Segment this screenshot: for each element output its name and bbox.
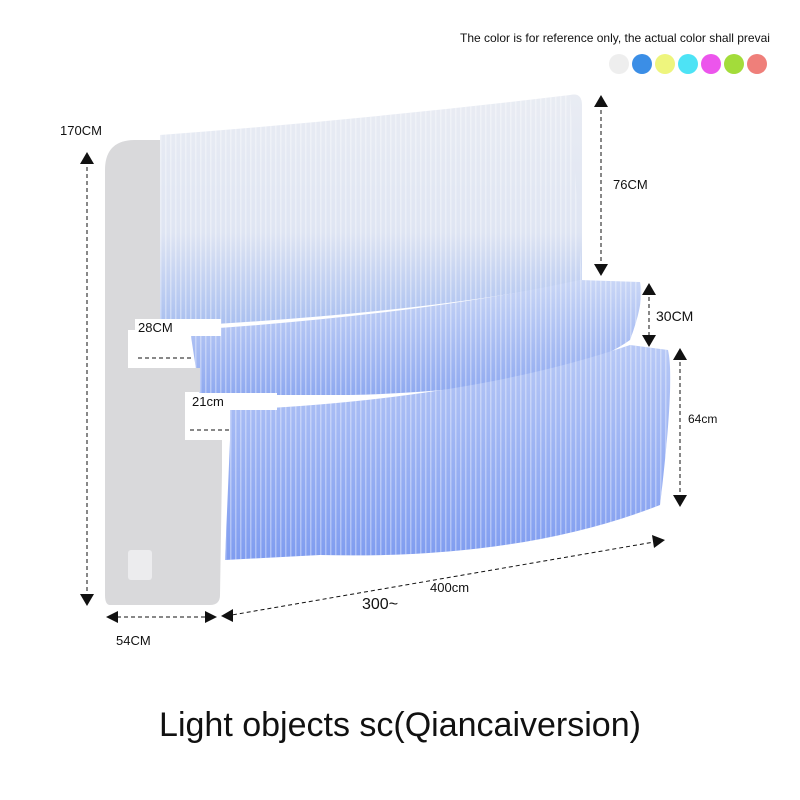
color-swatch[interactable] xyxy=(609,54,629,74)
length-range-label: 300~ xyxy=(362,596,399,613)
caption: Light objects sc(Qiancaiversion) xyxy=(159,706,641,744)
step-height-label: 30CM xyxy=(653,307,697,325)
side-panel xyxy=(105,140,222,605)
top-step-depth-label: 28CM xyxy=(135,319,221,336)
color-swatch[interactable] xyxy=(747,54,767,74)
color-swatch[interactable] xyxy=(632,54,652,74)
color-swatch[interactable] xyxy=(655,54,675,74)
color-swatch[interactable] xyxy=(701,54,721,74)
color-swatch[interactable] xyxy=(678,54,698,74)
base-height-label: 64cm xyxy=(688,412,718,426)
back-height-label: 76CM xyxy=(610,176,651,193)
color-swatches xyxy=(609,54,767,74)
length-label: 400cm xyxy=(430,580,470,595)
width-label: 54CM xyxy=(116,633,151,648)
total-height-label: 170CM xyxy=(60,123,102,138)
color-disclaimer: The color is for reference only, the act… xyxy=(460,31,770,45)
power-box xyxy=(128,550,152,580)
color-swatch[interactable] xyxy=(724,54,744,74)
lower-step-depth-label: 21cm xyxy=(189,393,277,410)
